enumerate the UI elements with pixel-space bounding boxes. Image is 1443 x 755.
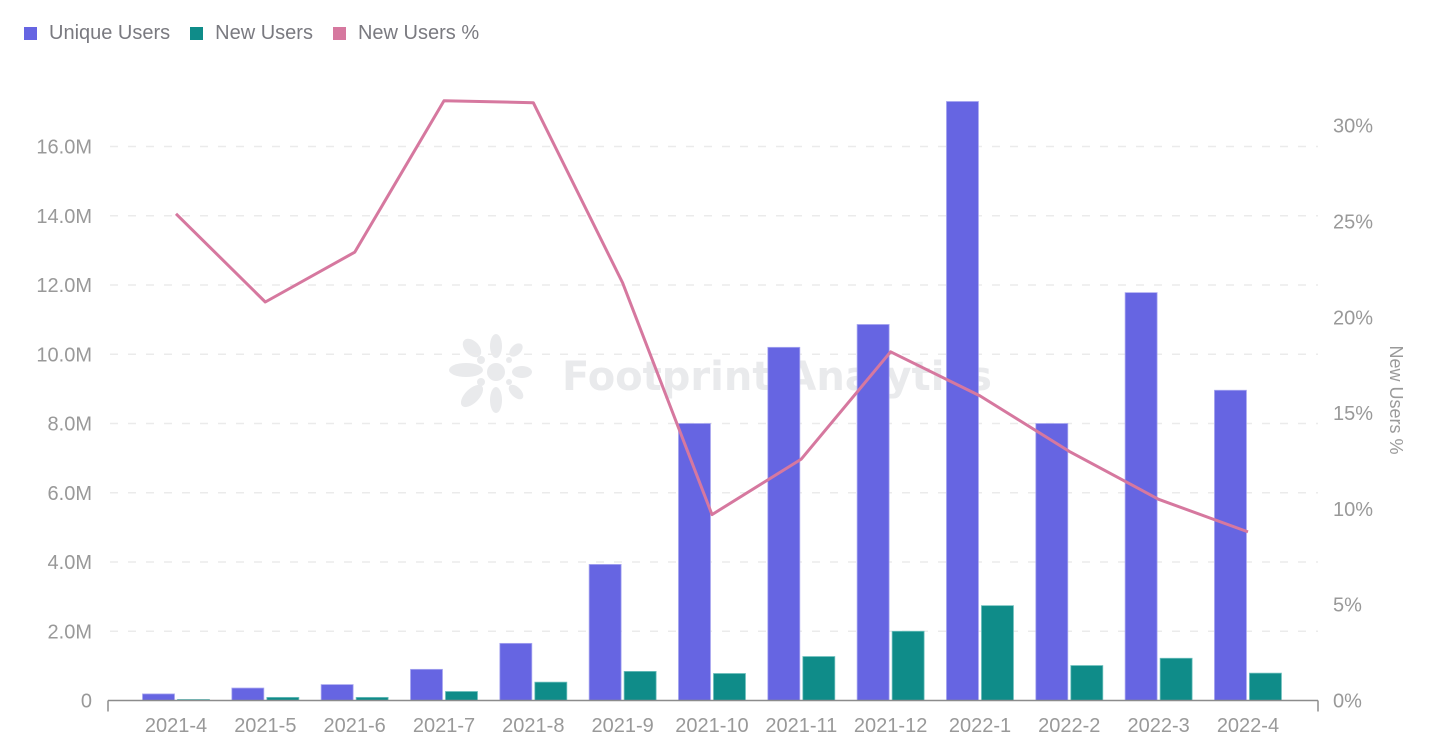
y-right-tick-label: 0% [1333, 691, 1362, 713]
bar-unique-users[interactable] [1214, 389, 1247, 701]
bar-new-users[interactable] [1249, 672, 1282, 701]
y-right-tick-label: 10% [1333, 499, 1373, 521]
bar-unique-users[interactable] [946, 101, 979, 701]
legend-item-new-users[interactable]: New Users [190, 22, 313, 45]
x-tick-label: 2022-3 [1127, 715, 1189, 737]
bar-unique-users[interactable] [231, 687, 265, 701]
bar-series [142, 101, 1282, 701]
legend-swatch-unique-users [24, 27, 37, 40]
x-tick-label: 2021-6 [324, 715, 386, 737]
x-tick-label: 2021-8 [502, 715, 564, 737]
bar-new-users[interactable] [623, 671, 657, 701]
x-tick-label: 2022-2 [1038, 715, 1100, 737]
bar-unique-users[interactable] [142, 693, 175, 701]
y-left-tick-label: 10.0M [36, 344, 92, 366]
x-tick-label: 2022-1 [949, 715, 1011, 737]
y-left-tick-label: 4.0M [48, 552, 92, 574]
x-tick-label: 2021-12 [854, 715, 927, 737]
legend-item-new-users-pct[interactable]: New Users % [332, 22, 480, 45]
y-axis-right: 0% 5% 10% 15% 20% 25% 30% [1333, 116, 1373, 713]
y-right-tick-label: 15% [1333, 403, 1373, 425]
bar-unique-users[interactable] [499, 642, 533, 701]
bar-new-users[interactable] [445, 691, 478, 701]
bar-new-users[interactable] [1070, 665, 1104, 701]
chart-legend: Unique Users New Users New Users % [24, 22, 499, 45]
bar-new-users[interactable] [1159, 657, 1193, 701]
bar-unique-users[interactable] [588, 564, 622, 701]
x-tick-label: 2021-5 [234, 715, 296, 737]
x-tick-label: 2022-4 [1217, 715, 1279, 737]
footprint-logo-icon [449, 334, 532, 413]
y-axis-left: 0 2.0M 4.0M 6.0M 8.0M 10.0M 12.0M 14.0M 16.0M [36, 137, 92, 713]
x-axis: 2021-4 2021-5 2021-6 2021-7 2021-8 2021-9 2021… [107, 699, 1319, 737]
y-right-tick-label: 5% [1333, 595, 1362, 617]
bar-new-users[interactable] [802, 656, 836, 701]
legend-label: Unique Users [49, 22, 171, 44]
bar-unique-users[interactable] [1035, 423, 1069, 701]
y-axis-right-title: New Users % [1386, 345, 1406, 454]
bar-unique-users[interactable] [767, 346, 801, 701]
y-left-tick-label: 16.0M [36, 137, 92, 159]
y-left-tick-label: 0 [81, 691, 92, 713]
line-new-users-pct[interactable] [174, 99, 1249, 534]
y-right-tick-label: 20% [1333, 307, 1373, 329]
bar-new-users[interactable] [713, 673, 746, 701]
y-left-tick-label: 2.0M [48, 621, 92, 643]
y-right-tick-label: 25% [1333, 212, 1373, 234]
x-tick-label: 2021-10 [675, 715, 748, 737]
bar-new-users[interactable] [891, 630, 925, 701]
x-tick-label: 2021-7 [413, 715, 475, 737]
x-tick-label: 2021-4 [145, 715, 207, 737]
watermark: Footprint Analytics [449, 334, 992, 413]
y-left-tick-label: 6.0M [48, 483, 92, 505]
bar-unique-users[interactable] [410, 668, 443, 701]
legend-label: New Users % [357, 22, 480, 44]
y-left-tick-label: 8.0M [48, 414, 92, 436]
line-series [174, 99, 1249, 534]
bar-new-users[interactable] [534, 681, 568, 701]
y-right-tick-label: 30% [1333, 116, 1373, 138]
bar-unique-users[interactable] [856, 324, 890, 701]
legend-swatch-new-users [190, 27, 204, 40]
y-left-tick-label: 12.0M [36, 275, 92, 297]
legend-item-unique-users[interactable]: Unique Users [24, 22, 170, 45]
legend-label: New Users [215, 22, 313, 44]
bar-unique-users[interactable] [320, 684, 354, 701]
bar-new-users[interactable] [981, 605, 1014, 701]
x-tick-label: 2021-9 [592, 715, 654, 737]
gridlines [110, 145, 1318, 632]
legend-swatch-new-users-pct [332, 27, 346, 40]
y-left-tick-label: 14.0M [36, 206, 92, 228]
x-tick-label: 2021-11 [765, 715, 837, 737]
